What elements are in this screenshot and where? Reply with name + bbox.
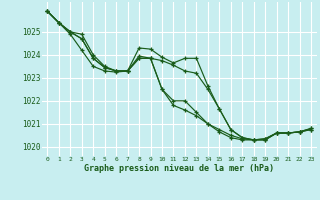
X-axis label: Graphe pression niveau de la mer (hPa): Graphe pression niveau de la mer (hPa)	[84, 164, 274, 173]
